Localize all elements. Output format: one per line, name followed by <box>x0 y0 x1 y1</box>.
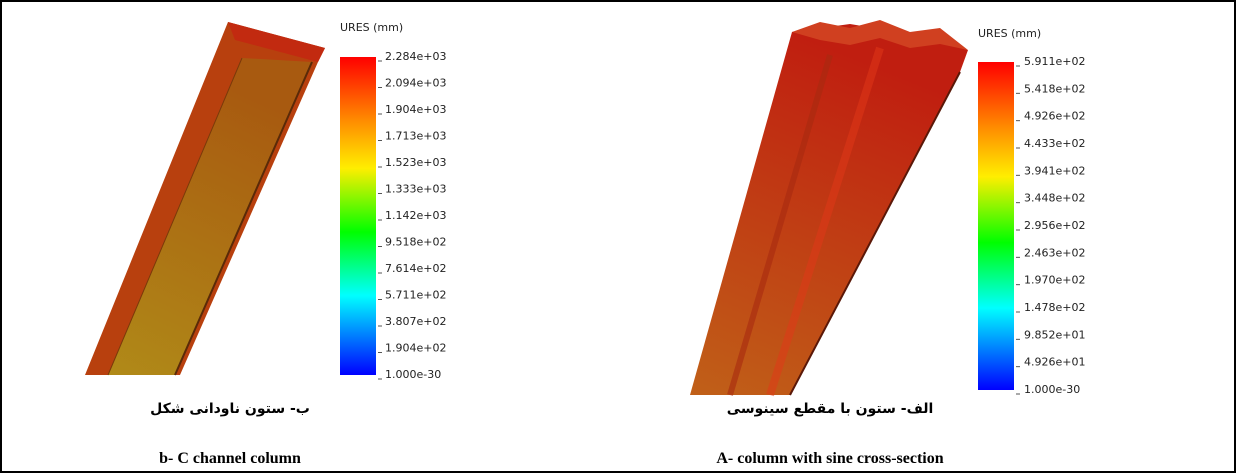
legend-label: 1.478e+02 <box>1024 301 1085 314</box>
legend-label: 1.904e+02 <box>385 342 446 355</box>
legend-label: 5.418e+02 <box>1024 82 1085 95</box>
legend-label: 1.904e+03 <box>385 103 446 116</box>
legend-label: 1.000e-30 <box>385 368 441 381</box>
legend-label: 2.463e+02 <box>1024 246 1085 259</box>
legend-label: 1.142e+03 <box>385 209 446 222</box>
caption-fa: ب- ستون ناودانی شکل <box>150 401 310 417</box>
legend-label: 9.518e+02 <box>385 236 446 249</box>
figure: b- C channel column ب- ستون ناودانی شکل … <box>0 0 1236 473</box>
legend-title: URES (mm) <box>978 27 1041 40</box>
caption-en: A- column with sine cross-section <box>716 450 943 467</box>
legend-label: 2.284e+03 <box>385 50 446 63</box>
legend-label: 2.094e+03 <box>385 77 446 90</box>
colorbar <box>978 62 1014 390</box>
legend-label: 4.926e+02 <box>1024 110 1085 123</box>
caption-fa: الف- ستون با مقطع سینوسی <box>727 401 934 417</box>
legend-label: 2.956e+02 <box>1024 219 1085 232</box>
legend-label: 5.911e+02 <box>1024 55 1085 68</box>
sine-column-model <box>690 20 968 395</box>
legend-label: 3.448e+02 <box>1024 192 1085 205</box>
legend-label: 7.614e+02 <box>385 262 446 275</box>
legend-label: 3.807e+02 <box>385 315 446 328</box>
legend-label: 5.711e+02 <box>385 289 446 302</box>
legend-label: 9.852e+01 <box>1024 328 1085 341</box>
legend-label: 1.713e+03 <box>385 130 446 143</box>
c-channel-model <box>85 22 325 375</box>
caption-en: b- C channel column <box>159 450 301 467</box>
legend-label: 3.941e+02 <box>1024 164 1085 177</box>
legend-label: 1.333e+03 <box>385 183 446 196</box>
legend-label: 1.970e+02 <box>1024 274 1085 287</box>
colorbar <box>340 57 376 375</box>
legend-label: 4.926e+01 <box>1024 356 1085 369</box>
legend-label: 1.523e+03 <box>385 156 446 169</box>
legend-label: 1.000e-30 <box>1024 383 1080 396</box>
legend-label: 4.433e+02 <box>1024 137 1085 150</box>
legend-title: URES (mm) <box>340 21 403 34</box>
